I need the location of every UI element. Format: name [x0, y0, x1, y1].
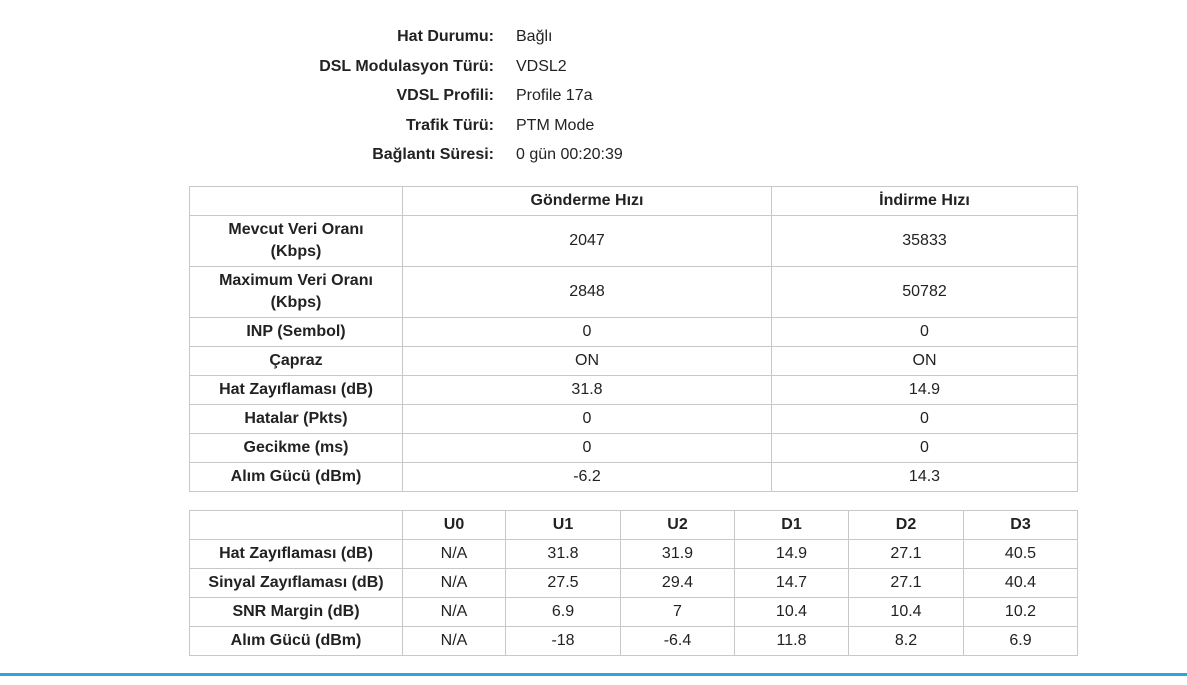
upstream-value: 31.8 — [402, 375, 772, 405]
upstream-value: -6.2 — [402, 462, 772, 492]
table-row: Maximum Veri Oranı (Kbps) 2848 50782 — [189, 266, 1078, 318]
band-header-u1: U1 — [505, 510, 621, 540]
table-row: Hat Zayıflaması (dB) N/A 31.8 31.9 14.9 … — [189, 539, 1078, 569]
row-label: Maximum Veri Oranı (Kbps) — [189, 266, 403, 318]
band-value: 27.1 — [848, 568, 964, 598]
line-status-row: Hat Durumu: Bağlı — [0, 22, 1187, 52]
rates-header-downstream: İndirme Hızı — [771, 186, 1078, 216]
band-value: 14.7 — [734, 568, 849, 598]
table-row: Sinyal Zayıflaması (dB) N/A 27.5 29.4 14… — [189, 568, 1078, 598]
table-row: Alım Gücü (dBm) -6.2 14.3 — [189, 462, 1078, 492]
row-label: Hat Zayıflaması (dB) — [189, 375, 403, 405]
downstream-value: 50782 — [771, 266, 1078, 318]
upstream-value: 2047 — [402, 215, 772, 267]
band-header-empty — [189, 510, 403, 540]
band-value: 31.9 — [620, 539, 735, 569]
row-label: SNR Margin (dB) — [189, 597, 403, 627]
upstream-value: 2848 — [402, 266, 772, 318]
band-value: N/A — [402, 597, 506, 627]
rates-table: Gönderme Hızı İndirme Hızı Mevcut Veri O… — [189, 186, 1078, 492]
band-header-d1: D1 — [734, 510, 849, 540]
downstream-value: 14.9 — [771, 375, 1078, 405]
band-header-u0: U0 — [402, 510, 506, 540]
band-header-d3: D3 — [963, 510, 1078, 540]
bottom-divider — [0, 673, 1187, 676]
row-label: Gecikme (ms) — [189, 433, 403, 463]
band-value: 10.4 — [848, 597, 964, 627]
band-value: 29.4 — [620, 568, 735, 598]
upstream-value: 0 — [402, 404, 772, 434]
table-row: SNR Margin (dB) N/A 6.9 7 10.4 10.4 10.2 — [189, 597, 1078, 627]
traffic-type-row: Trafik Türü: PTM Mode — [0, 111, 1187, 141]
band-value: 27.5 — [505, 568, 621, 598]
row-label: Alım Gücü (dBm) — [189, 462, 403, 492]
downstream-value: 0 — [771, 433, 1078, 463]
band-stats-table: U0 U1 U2 D1 D2 D3 Hat Zayıflaması (dB) N… — [189, 510, 1078, 656]
row-label-line1: Maximum Veri Oranı — [219, 272, 373, 289]
row-label-line1: Mevcut Veri Oranı — [228, 221, 364, 238]
downstream-value: 14.3 — [771, 462, 1078, 492]
table-row: Alım Gücü (dBm) N/A -18 -6.4 11.8 8.2 6.… — [189, 626, 1078, 656]
traffic-type-value: PTM Mode — [516, 116, 595, 134]
downstream-value: 0 — [771, 404, 1078, 434]
band-value: 14.9 — [734, 539, 849, 569]
downstream-value: 35833 — [771, 215, 1078, 267]
row-label-line2: (Kbps) — [270, 243, 322, 260]
band-value: 8.2 — [848, 626, 964, 656]
row-label: Sinyal Zayıflaması (dB) — [189, 568, 403, 598]
table-row: INP (Sembol) 0 0 — [189, 317, 1078, 347]
band-value: -18 — [505, 626, 621, 656]
band-value: 6.9 — [963, 626, 1078, 656]
downstream-value: ON — [771, 346, 1078, 376]
table-row: Hatalar (Pkts) 0 0 — [189, 404, 1078, 434]
downstream-value: 0 — [771, 317, 1078, 347]
vdsl-profile-value: Profile 17a — [516, 87, 593, 105]
vdsl-profile-row: VDSL Profili: Profile 17a — [0, 81, 1187, 111]
band-value: 10.2 — [963, 597, 1078, 627]
line-status-value: Bağlı — [516, 28, 553, 45]
connection-time-label: Bağlantı Süresi: — [372, 146, 494, 164]
band-value: N/A — [402, 568, 506, 598]
table-row: Gecikme (ms) 0 0 — [189, 433, 1078, 463]
row-label: Hatalar (Pkts) — [189, 404, 403, 434]
band-header-row: U0 U1 U2 D1 D2 D3 — [189, 510, 1078, 540]
band-value: 40.4 — [963, 568, 1078, 598]
upstream-value: 0 — [402, 317, 772, 347]
row-label-line2: (Kbps) — [270, 294, 322, 311]
band-value: 40.5 — [963, 539, 1078, 569]
band-value: 6.9 — [505, 597, 621, 627]
band-value: 10.4 — [734, 597, 849, 627]
band-value: N/A — [402, 539, 506, 569]
rates-header-empty — [189, 186, 403, 216]
rates-header-upstream: Gönderme Hızı — [402, 186, 772, 216]
connection-time-value: 0 gün 00:20:39 — [516, 146, 623, 164]
band-value: -6.4 — [620, 626, 735, 656]
band-value: 27.1 — [848, 539, 964, 569]
modulation-type-label: DSL Modulasyon Türü: — [319, 57, 494, 75]
row-label: Alım Gücü (dBm) — [189, 626, 403, 656]
connection-time-row: Bağlantı Süresi: 0 gün 00:20:39 — [0, 140, 1187, 170]
band-value: 11.8 — [734, 626, 849, 656]
row-label: Hat Zayıflaması (dB) — [189, 539, 403, 569]
upstream-value: 0 — [402, 433, 772, 463]
modulation-type-row: DSL Modulasyon Türü: VDSL2 — [0, 52, 1187, 82]
modulation-type-value: VDSL2 — [516, 57, 567, 75]
row-label: Mevcut Veri Oranı (Kbps) — [189, 215, 403, 267]
vdsl-profile-label: VDSL Profili: — [396, 87, 495, 105]
line-status-summary: Hat Durumu: Bağlı DSL Modulasyon Türü: V… — [0, 22, 1187, 170]
rates-header-row: Gönderme Hızı İndirme Hızı — [189, 186, 1078, 216]
upstream-value: ON — [402, 346, 772, 376]
row-label: Çapraz — [189, 346, 403, 376]
traffic-type-label: Trafik Türü: — [405, 116, 494, 134]
band-header-u2: U2 — [620, 510, 735, 540]
band-value: 7 — [620, 597, 735, 627]
table-row: Çapraz ON ON — [189, 346, 1078, 376]
table-row: Mevcut Veri Oranı (Kbps) 2047 35833 — [189, 215, 1078, 267]
row-label: INP (Sembol) — [189, 317, 403, 347]
band-header-d2: D2 — [848, 510, 964, 540]
band-value: 31.8 — [505, 539, 621, 569]
table-row: Hat Zayıflaması (dB) 31.8 14.9 — [189, 375, 1078, 405]
line-status-label: Hat Durumu: — [397, 28, 494, 45]
band-value: N/A — [402, 626, 506, 656]
